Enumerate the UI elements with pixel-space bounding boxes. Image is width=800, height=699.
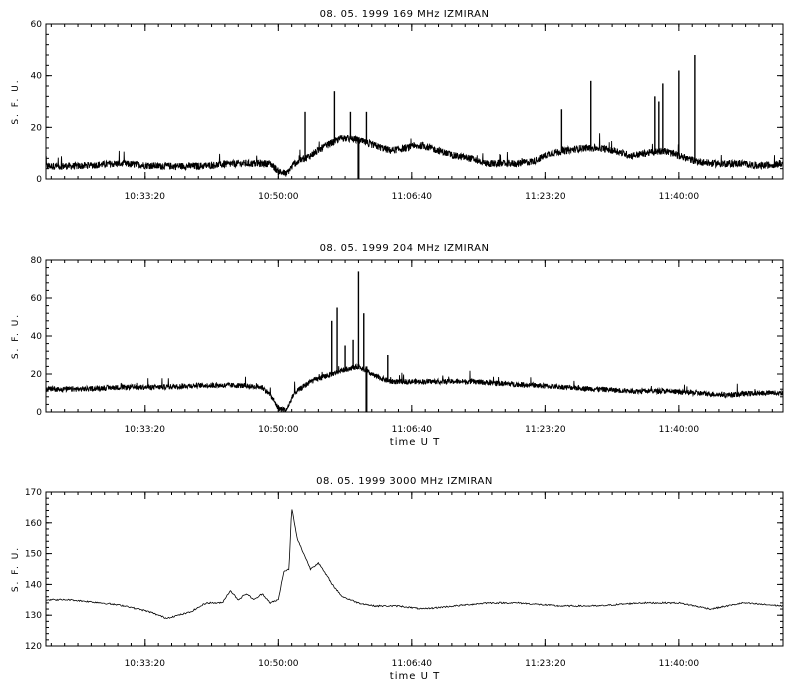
x-tick-label-0: 10:33:20	[125, 192, 166, 202]
x-tick-label-1: 10:50:00	[258, 659, 299, 669]
y-tick-label-2: 40	[31, 332, 43, 342]
y-axis-label: S. F. U.	[11, 546, 21, 592]
x-tick-label-2: 11:06:40	[392, 659, 433, 669]
y-tick-label-2: 40	[31, 72, 43, 82]
x-tick-label-3: 11:23:20	[525, 425, 566, 435]
y-tick-label-5: 170	[25, 488, 42, 498]
y-axis-label: S. F. U.	[11, 78, 21, 124]
x-axis-label: time U T	[390, 437, 440, 448]
series-line-0	[45, 363, 784, 413]
x-tick-label-2: 11:06:40	[392, 425, 433, 435]
x-tick-label-4: 11:40:00	[659, 659, 700, 669]
x-tick-label-3: 11:23:20	[525, 659, 566, 669]
x-tick-label-4: 11:40:00	[659, 425, 700, 435]
y-axis-label: S. F. U.	[11, 313, 21, 359]
x-tick-label-1: 10:50:00	[258, 425, 299, 435]
x-tick-label-2: 11:06:40	[392, 192, 433, 202]
y-tick-label-1: 20	[31, 370, 43, 380]
y-tick-label-4: 80	[31, 256, 43, 266]
x-tick-label-3: 11:23:20	[525, 192, 566, 202]
chart-title: 08. 05. 1999 3000 MHz IZMIRAN	[316, 476, 493, 487]
y-tick-label-0: 0	[36, 175, 42, 185]
plot-frame	[45, 259, 784, 413]
plot-frame	[45, 491, 784, 647]
x-tick-label-0: 10:33:20	[125, 425, 166, 435]
plot-frame	[45, 23, 784, 180]
x-axis-label: time U T	[390, 671, 440, 682]
x-tick-label-1: 10:50:00	[258, 192, 299, 202]
y-tick-label-1: 20	[31, 123, 43, 133]
y-tick-label-3: 150	[25, 550, 42, 560]
y-tick-label-3: 60	[31, 20, 43, 30]
y-tick-label-1: 130	[25, 611, 42, 621]
y-tick-label-2: 140	[25, 580, 42, 590]
y-tick-label-3: 60	[31, 294, 43, 304]
chart-title: 08. 05. 1999 169 MHz IZMIRAN	[320, 9, 490, 20]
chart-panel-2: 08. 05. 1999 3000 MHz IZMIRAN S. F. U. tim…	[11, 476, 784, 682]
y-tick-label-4: 160	[25, 519, 42, 529]
x-tick-label-4: 11:40:00	[659, 192, 700, 202]
series-line-0	[45, 133, 784, 177]
chart-panel-0: 08. 05. 1999 169 MHz IZMIRAN S. F. U. 0 20 4…	[11, 9, 784, 202]
x-tick-label-0: 10:33:20	[125, 659, 166, 669]
series-line-0	[45, 509, 784, 620]
chart-title: 08. 05. 1999 204 MHz IZMIRAN	[320, 243, 490, 254]
y-tick-label-0: 120	[25, 642, 42, 652]
chart-panel-1: 08. 05. 1999 204 MHz IZMIRAN S. F. U. time…	[11, 243, 784, 448]
y-tick-label-0: 0	[36, 408, 42, 418]
